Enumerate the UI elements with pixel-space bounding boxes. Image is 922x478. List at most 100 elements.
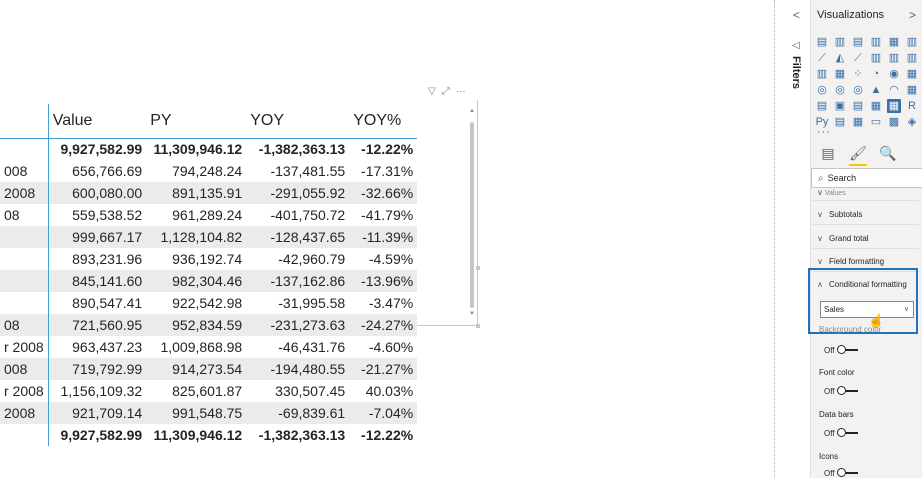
- table-row[interactable]: 08 559,538.52 961,289.24 -401,750.72 -41.79%: [0, 204, 417, 226]
- visual-type-icon[interactable]: ▦: [852, 116, 864, 128]
- visual-type-icon[interactable]: ▤: [852, 36, 864, 48]
- filters-pane-collapsed[interactable]: [786, 0, 810, 478]
- analytics-tab-icon[interactable]: 🔍: [879, 145, 897, 161]
- cell-py: 825,601.87: [172, 383, 243, 399]
- field-select[interactable]: Sales ∨: [820, 301, 914, 318]
- visual-type-icon[interactable]: ◎: [835, 84, 845, 96]
- row-label: 008: [0, 358, 49, 380]
- visual-type-icon[interactable]: ◔: [872, 68, 880, 80]
- visual-type-icon[interactable]: ▥: [870, 36, 882, 48]
- expand-filters-icon[interactable]: ◁: [792, 40, 800, 51]
- cell-yoy: -137,162.86: [246, 270, 350, 292]
- scroll-down-icon[interactable]: ▼: [469, 311, 475, 317]
- cell-py: 891,135.91: [146, 182, 247, 204]
- data-bars-toggle[interactable]: Off: [824, 428, 858, 438]
- visual-type-icon[interactable]: ◎: [853, 84, 863, 96]
- format-tab-icon[interactable]: 🖌: [849, 145, 867, 166]
- table-row[interactable]: 2008 600,080.00 891,135.91 -291,055.92 -32.6…: [0, 182, 418, 204]
- filter-icon[interactable]: ▽: [428, 86, 436, 97]
- section-values-partial[interactable]: ∨ Values: [817, 188, 846, 197]
- visual-type-icon[interactable]: ▦: [834, 68, 846, 80]
- header-value[interactable]: Value: [48, 104, 147, 139]
- visual-type-icon[interactable]: R: [908, 100, 916, 112]
- more-options-icon[interactable]: ···: [455, 86, 466, 97]
- table-row[interactable]: 2008 921,709.14 991,548.75 -69,839.61 -7.04%: [0, 402, 418, 424]
- row-label: [0, 292, 49, 314]
- resize-handle-right[interactable]: [476, 266, 480, 270]
- table-row[interactable]: 890,547.41 922,542.98 -31,995.58 -3.47%: [0, 292, 417, 314]
- visual-type-icon[interactable]: ▤: [834, 116, 846, 128]
- visual-type-icon[interactable]: ▦: [888, 36, 900, 48]
- section-conditional-formatting[interactable]: ∧ Conditional formatting: [817, 277, 907, 291]
- cell-yoy: -69,839.61: [246, 402, 350, 424]
- background-color-label: Background color: [819, 325, 882, 334]
- visual-type-icon[interactable]: ▦: [906, 68, 918, 80]
- visual-type-icon[interactable]: ◎: [817, 84, 827, 96]
- visual-type-icon[interactable]: ▥: [888, 52, 900, 64]
- visual-type-icon[interactable]: ▣: [834, 100, 846, 112]
- section-subtotals[interactable]: ∨ Subtotals: [817, 207, 862, 221]
- header-py[interactable]: PY: [146, 104, 247, 139]
- visual-type-icon[interactable]: ▤: [816, 100, 828, 112]
- table-row[interactable]: 845,141.60 982,304.46 -137,162.86 -13.96%: [0, 270, 418, 292]
- table-visual-icon[interactable]: ▦: [887, 99, 901, 113]
- cell-yoy-percent: -11.39%: [349, 226, 418, 248]
- visual-type-icon[interactable]: ▥: [816, 68, 828, 80]
- visual-type-icon[interactable]: ◭: [835, 52, 845, 64]
- visual-type-icon[interactable]: ⁘: [853, 68, 863, 80]
- chevron-down-icon: ∨: [817, 209, 823, 219]
- filters-label[interactable]: Filters: [790, 56, 802, 90]
- resize-handle-corner[interactable]: [476, 324, 480, 328]
- font-color-label: Font color: [819, 368, 855, 377]
- data-bars-label: Data bars: [819, 410, 854, 419]
- header-yoy-percent[interactable]: YOY%: [349, 104, 418, 139]
- visual-type-icon[interactable]: ▦: [906, 84, 918, 96]
- table-row[interactable]: 08 721,560.95 952,834.59 -231,273.63 -24.27%: [0, 314, 418, 336]
- table-row[interactable]: 9,927,582.99 11,309,946.12 -1,382,363.13 -1…: [0, 424, 417, 446]
- focus-mode-icon[interactable]: ⤢: [441, 86, 450, 97]
- visual-type-icon[interactable]: ▦: [870, 100, 882, 112]
- visual-type-icon[interactable]: ◈: [907, 116, 917, 128]
- visual-type-icon[interactable]: ▥: [906, 36, 918, 48]
- cell-value: 921,709.14: [48, 402, 147, 424]
- scroll-up-icon[interactable]: ▲: [469, 108, 475, 114]
- chevron-down-icon: ∨: [817, 256, 823, 266]
- visual-type-icon[interactable]: ⟋: [818, 52, 826, 64]
- chevron-right-icon[interactable]: >: [909, 8, 917, 22]
- visual-type-icon[interactable]: ▥: [870, 52, 882, 64]
- table-row[interactable]: r 2008 1,156,109.32 825,601.87 330,507.45 40…: [0, 380, 417, 402]
- visual-type-icon[interactable]: ▥: [834, 36, 846, 48]
- section-grand-total[interactable]: ∨ Grand total: [817, 231, 869, 245]
- header-yoy[interactable]: YOY: [246, 104, 350, 139]
- visual-type-icon[interactable]: ▩: [888, 116, 900, 128]
- section-field-formatting[interactable]: ∨ Field formatting: [817, 254, 884, 268]
- table-row[interactable]: 893,231.96 936,192.74 -42,960.79 -4.59%: [0, 248, 417, 270]
- visual-type-icon[interactable]: ▤: [816, 36, 828, 48]
- table-row[interactable]: 008 719,792.99 914,273.54 -194,480.55 -21.27…: [0, 358, 418, 380]
- table-row[interactable]: 999,667.17 1,128,104.82 -128,437.65 -11.39%: [0, 226, 418, 248]
- visual-type-icon[interactable]: ⟋: [854, 52, 862, 64]
- background-color-toggle[interactable]: Off: [824, 345, 858, 355]
- icons-toggle[interactable]: Off: [824, 468, 858, 478]
- visual-type-icon[interactable]: ▥: [906, 52, 918, 64]
- section-label: Values: [824, 190, 846, 197]
- visual-type-icon[interactable]: ▭: [870, 116, 882, 128]
- visual-type-icon[interactable]: Py: [815, 116, 829, 128]
- header-label[interactable]: [0, 104, 49, 139]
- visual-type-icon[interactable]: ◉: [889, 68, 899, 80]
- cell-py: 1,009,868.98: [160, 339, 243, 355]
- visual-type-icon[interactable]: ▤: [852, 100, 864, 112]
- font-color-toggle[interactable]: Off: [824, 386, 858, 396]
- visual-type-icon[interactable]: ▲: [870, 84, 882, 96]
- table-row[interactable]: 008 656,766.69 794,248.24 -137,481.55 -17.31…: [0, 160, 417, 182]
- chevron-left-icon[interactable]: <: [793, 8, 801, 22]
- vertical-scrollbar[interactable]: [470, 122, 474, 308]
- search-input[interactable]: ⌕ Search: [811, 168, 922, 188]
- cell-py: 1,128,104.82: [146, 226, 247, 248]
- visual-type-icon[interactable]: ◠: [889, 84, 899, 96]
- more-visuals-icon[interactable]: ···: [817, 126, 831, 138]
- cell-yoy-percent: -12.22%: [361, 141, 414, 158]
- table-row[interactable]: 9,927,582.99 11,309,946.12 -1,382,363.13 -1…: [0, 138, 417, 160]
- fields-tab-icon[interactable]: ▤: [821, 145, 835, 161]
- table-row[interactable]: r 2008 963,437.23 1,009,868.98 -46,431.76 -4…: [0, 336, 417, 358]
